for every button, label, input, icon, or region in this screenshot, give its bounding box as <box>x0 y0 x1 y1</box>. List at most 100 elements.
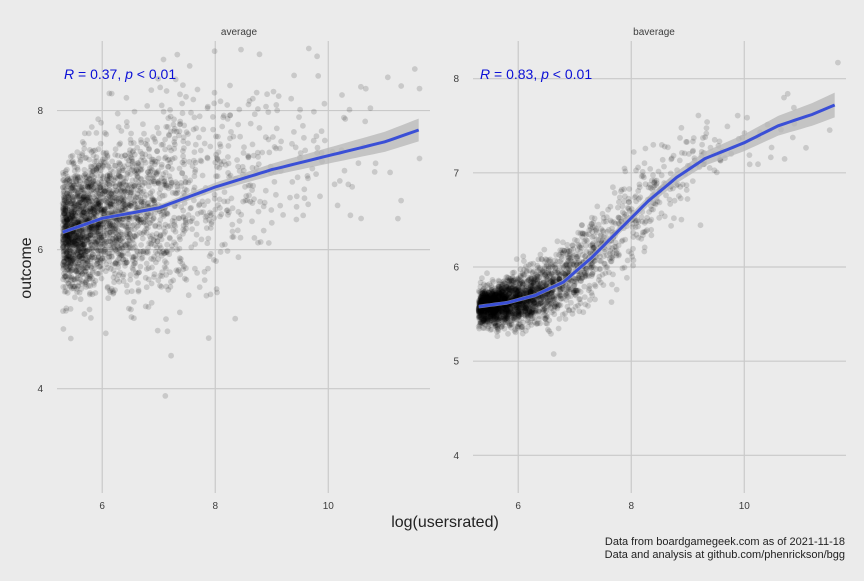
scatter-point <box>90 291 96 297</box>
scatter-point <box>82 311 88 317</box>
scatter-point <box>639 214 645 220</box>
scatter-point <box>235 164 241 170</box>
scatter-point <box>272 144 278 150</box>
scatter-point <box>617 195 623 201</box>
scatter-point <box>123 204 129 210</box>
scatter-point <box>755 161 761 167</box>
scatter-point <box>622 193 628 199</box>
scatter-point <box>677 135 683 141</box>
scatter-point <box>192 149 198 155</box>
scatter-point <box>263 188 269 194</box>
scatter-point <box>626 186 632 192</box>
scatter-point <box>90 169 96 175</box>
scatter-point <box>235 122 241 128</box>
scatter-point <box>140 121 146 127</box>
scatter-point <box>790 135 796 141</box>
scatter-point <box>225 207 231 213</box>
scatter-point <box>302 195 308 201</box>
scatter-point <box>699 142 705 148</box>
scatter-point <box>264 91 270 97</box>
scatter-point <box>202 277 208 283</box>
scatter-point <box>251 196 257 202</box>
scatter-point <box>116 182 122 188</box>
scatter-point <box>212 48 218 54</box>
scatter-point <box>169 180 175 186</box>
scatter-point <box>132 109 138 115</box>
scatter-point <box>558 286 564 292</box>
scatter-point <box>261 204 267 210</box>
scatter-point <box>197 113 203 119</box>
scatter-point <box>149 265 155 271</box>
scatter-point <box>172 136 178 142</box>
scatter-point <box>116 279 122 285</box>
scatter-point <box>538 252 544 258</box>
scatter-point <box>322 101 328 107</box>
scatter-point <box>195 87 201 93</box>
scatter-point <box>144 215 150 221</box>
scatter-point <box>637 182 643 188</box>
scatter-point <box>672 198 678 204</box>
scatter-point <box>68 185 74 191</box>
scatter-point <box>107 223 113 229</box>
scatter-point <box>156 130 162 136</box>
scatter-point <box>671 153 677 159</box>
scatter-point <box>186 292 192 298</box>
scatter-point <box>159 164 165 170</box>
scatter-point <box>225 116 231 122</box>
scatter-point <box>319 128 325 134</box>
scatter-point <box>157 243 163 249</box>
scatter-point <box>494 329 500 335</box>
scatter-point <box>744 115 750 121</box>
scatter-point <box>125 170 131 176</box>
scatter-point <box>177 255 183 261</box>
scatter-point <box>555 238 561 244</box>
scatter-point <box>649 232 655 238</box>
scatter-point <box>93 236 99 242</box>
scatter-point <box>222 242 228 248</box>
scatter-point <box>66 176 72 182</box>
scatter-point <box>159 269 165 275</box>
scatter-point <box>87 307 93 313</box>
scatter-point <box>135 223 141 229</box>
scatter-point <box>143 304 149 310</box>
scatter-point <box>60 177 66 183</box>
scatter-point <box>180 110 186 116</box>
scatter-point <box>144 103 150 109</box>
scatter-point <box>676 193 682 199</box>
scatter-point <box>181 134 187 140</box>
scatter-point <box>128 272 134 278</box>
scatter-point <box>315 73 321 79</box>
scatter-point <box>188 110 194 116</box>
scatter-point <box>174 184 180 190</box>
scatter-point <box>171 122 177 128</box>
scatter-point <box>520 253 526 259</box>
scatter-point <box>258 239 264 245</box>
scatter-point <box>294 193 300 199</box>
scatter-point <box>138 197 144 203</box>
scatter-point <box>208 251 214 257</box>
scatter-point <box>75 167 81 173</box>
scatter-point <box>601 282 607 288</box>
scatter-point <box>395 216 401 222</box>
scatter-point <box>335 203 341 209</box>
scatter-point <box>68 336 74 342</box>
scatter-point <box>232 316 238 322</box>
scatter-point <box>609 259 615 265</box>
scatter-point <box>484 270 490 276</box>
scatter-point <box>179 170 185 176</box>
scatter-point <box>345 182 351 188</box>
scatter-point <box>246 155 252 161</box>
scatter-point <box>198 148 204 154</box>
scatter-point <box>148 165 154 171</box>
scatter-point <box>311 109 317 115</box>
scatter-point <box>184 187 190 193</box>
scatter-point <box>98 141 104 147</box>
scatter-point <box>67 245 73 251</box>
scatter-point <box>135 162 141 168</box>
scatter-point <box>237 218 243 224</box>
scatter-point <box>192 173 198 179</box>
scatter-point <box>356 160 362 166</box>
scatter-point <box>164 242 170 248</box>
scatter-point <box>288 96 294 102</box>
scatter-point <box>120 245 126 251</box>
